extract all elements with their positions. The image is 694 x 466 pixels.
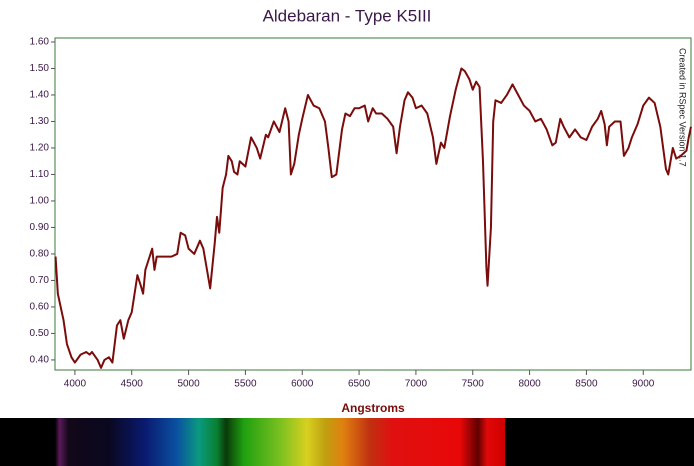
y-tick-label: 1.50 (30, 63, 50, 74)
plot-frame (54, 37, 692, 371)
x-tick-label: 9000 (632, 379, 655, 390)
x-tick-label: 6500 (348, 379, 371, 390)
x-tick-label: 8500 (575, 379, 598, 390)
y-tick-label: 0.50 (30, 328, 50, 339)
x-tick-label: 5500 (234, 379, 257, 390)
y-tick-label: 0.40 (30, 355, 50, 366)
x-tick-label: 8000 (518, 379, 541, 390)
x-tick-label: 7000 (405, 379, 428, 390)
y-tick-label: 1.60 (30, 37, 50, 48)
x-tick-label: 5000 (177, 379, 200, 390)
spectrum-colors (55, 418, 505, 466)
y-tick-label: 1.40 (30, 90, 50, 101)
x-axis-label: Angstroms (341, 401, 405, 415)
chart-title: Aldebaran - Type K5III (263, 6, 432, 25)
y-tick-label: 1.30 (30, 116, 50, 127)
y-tick-label: 1.20 (30, 143, 50, 154)
y-tick-label: 0.70 (30, 275, 50, 286)
y-tick-label: 0.90 (30, 222, 50, 233)
y-tick-label: 0.80 (30, 249, 50, 260)
y-tick-label: 1.00 (30, 196, 50, 207)
y-tick-label: 0.60 (30, 302, 50, 313)
x-tick-label: 6000 (291, 379, 314, 390)
spectrum-line (54, 67, 692, 369)
y-tick-label: 1.10 (30, 169, 50, 180)
x-tick-label: 4500 (121, 379, 144, 390)
x-tick-label: 4000 (64, 379, 87, 390)
annotation: Created in RSpec Version 1.7 (678, 48, 688, 167)
x-tick-label: 7500 (462, 379, 485, 390)
